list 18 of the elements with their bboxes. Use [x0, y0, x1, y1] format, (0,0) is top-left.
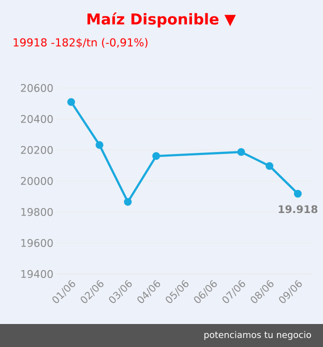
point	[67, 98, 76, 106]
y-tick-label: 20400	[20, 115, 53, 123]
point	[237, 148, 246, 156]
point	[266, 162, 274, 170]
y-tick-label: 20600	[20, 84, 53, 92]
y-tick-label: 20200	[20, 146, 53, 154]
point	[124, 198, 132, 206]
y-tick-label: 19400	[21, 270, 53, 278]
data-label: 19.918	[278, 205, 318, 214]
y-tick-label: 20000	[20, 177, 53, 185]
point	[96, 141, 104, 149]
point	[294, 190, 302, 198]
chart-title: Maíz Disponible ▼	[87, 12, 236, 28]
text: potenciamos tu negocio	[204, 331, 312, 340]
y-tick-label: 19800	[21, 208, 53, 216]
y-tick-label: 19600	[21, 239, 53, 247]
point	[152, 152, 160, 160]
chart-subtitle: 19918 -182$/tn (-0,91%)	[14, 38, 148, 48]
